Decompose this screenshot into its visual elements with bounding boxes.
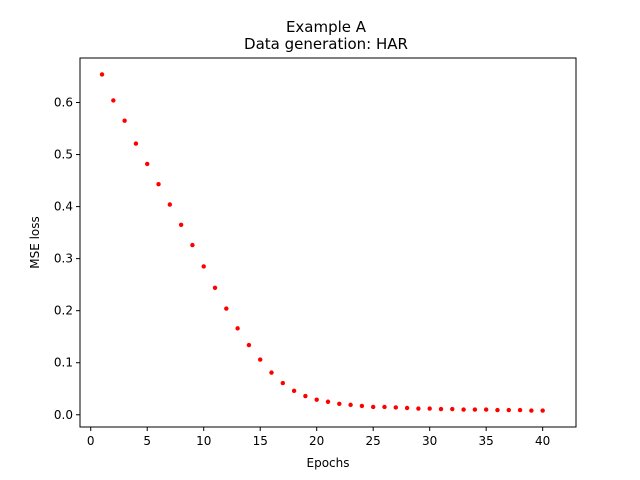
x-tick-label: 10 — [196, 434, 211, 448]
y-tick-label: 0.1 — [54, 356, 73, 370]
data-point — [325, 399, 331, 404]
data-point — [303, 393, 308, 399]
data-point — [178, 222, 184, 228]
data-point — [450, 406, 455, 412]
y-tick-label: 0.3 — [54, 252, 73, 266]
x-tick-label: 35 — [479, 434, 494, 448]
y-tick-label: 0.0 — [54, 408, 73, 422]
data-point — [472, 407, 478, 412]
data-point — [540, 408, 545, 413]
x-tick-label: 15 — [253, 434, 268, 448]
data-point — [258, 357, 263, 362]
data-point — [506, 407, 511, 413]
x-tick-label: 5 — [143, 434, 151, 448]
data-point — [145, 161, 150, 167]
y-tick-label: 0.2 — [54, 304, 73, 318]
data-point — [529, 408, 534, 413]
data-point — [246, 342, 252, 348]
data-point — [337, 401, 342, 407]
x-tick-label: 30 — [422, 434, 437, 448]
data-point — [190, 242, 195, 248]
data-point — [122, 118, 127, 123]
data-point — [382, 404, 387, 410]
x-axis-label: Epochs — [307, 456, 350, 470]
data-point — [461, 407, 466, 412]
y-tick-label: 0.6 — [54, 95, 73, 109]
data-point — [156, 182, 161, 187]
data-point — [269, 370, 274, 375]
data-point — [235, 326, 240, 331]
data-point — [314, 397, 319, 402]
data-point — [280, 380, 286, 386]
data-point — [404, 405, 410, 411]
data-point — [348, 402, 353, 408]
data-point — [483, 407, 489, 412]
data-points — [99, 72, 545, 413]
x-tick-label: 20 — [309, 434, 324, 448]
data-point — [393, 405, 398, 410]
chart-subtitle: Data generation: HAR — [244, 35, 408, 53]
data-point — [99, 72, 105, 77]
x-tick-label: 25 — [366, 434, 381, 448]
data-point — [427, 406, 432, 411]
y-axis-ticks: 0.0 0.1 0.2 0.3 0.4 0.5 0.6 — [54, 95, 80, 422]
data-point — [416, 406, 421, 411]
data-point — [111, 98, 116, 103]
y-axis-label: MSE loss — [28, 216, 42, 269]
data-point — [212, 285, 218, 290]
data-point — [438, 406, 444, 412]
data-point — [291, 388, 297, 394]
y-tick-label: 0.5 — [54, 148, 73, 162]
chart-title: Example A — [286, 18, 367, 36]
y-tick-label: 0.4 — [54, 200, 73, 214]
data-point — [224, 306, 229, 311]
x-tick-label: 0 — [87, 434, 95, 448]
data-point — [517, 407, 523, 413]
data-point — [370, 404, 376, 410]
x-axis-ticks: 0 5 10 15 20 25 30 35 40 — [87, 427, 550, 448]
data-point — [133, 141, 139, 146]
data-point — [495, 407, 500, 413]
data-point — [359, 403, 365, 409]
data-point — [201, 264, 206, 269]
plot-frame — [79, 57, 577, 428]
x-tick-label: 40 — [535, 434, 550, 448]
data-point — [167, 202, 173, 207]
